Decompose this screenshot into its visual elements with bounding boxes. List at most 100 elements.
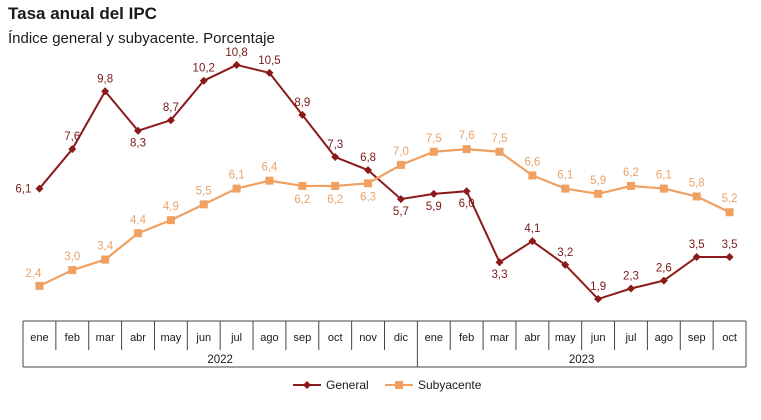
data-label-general: 5,9 [426, 201, 442, 213]
data-label-subyacente: 7,5 [426, 133, 442, 145]
x-tick-label: may [555, 332, 576, 344]
data-label-general: 10,8 [225, 47, 247, 59]
data-point-general [429, 189, 438, 198]
data-point-subyacente [626, 181, 635, 190]
legend-label-general: General [326, 378, 369, 392]
x-tick-label: jul [230, 332, 242, 344]
data-point-general [692, 252, 701, 261]
data-point-general [134, 126, 143, 135]
data-label-general: 7,3 [327, 139, 343, 151]
data-label-general: 3,3 [492, 269, 508, 281]
data-label-subyacente: 5,5 [196, 185, 212, 197]
series-line-general [38, 63, 730, 301]
data-point-subyacente [68, 266, 77, 275]
chart-title: Tasa anual del IPC [8, 4, 157, 23]
data-label-subyacente: 6,2 [327, 194, 343, 206]
data-label-general: 8,3 [130, 138, 146, 150]
data-point-subyacente [35, 281, 44, 290]
data-label-subyacente: 4,9 [163, 201, 179, 213]
data-label-general: 8,9 [294, 97, 310, 109]
data-point-general [298, 110, 307, 119]
data-point-subyacente [561, 184, 570, 193]
x-tick-label: mar [490, 332, 509, 344]
data-point-subyacente [364, 179, 373, 188]
data-label-general: 3,5 [689, 239, 705, 251]
data-label-subyacente: 7,0 [393, 146, 409, 158]
data-point-general [364, 166, 373, 175]
data-label-subyacente: 3,0 [64, 251, 80, 263]
data-point-subyacente [659, 184, 668, 193]
data-label-subyacente: 5,2 [722, 193, 738, 205]
data-point-general [725, 252, 734, 261]
data-point-subyacente [396, 160, 405, 169]
data-label-subyacente: 6,2 [294, 194, 310, 206]
data-label-subyacente: 6,1 [229, 170, 245, 182]
data-point-general [396, 195, 405, 204]
x-tick-label: feb [65, 332, 80, 344]
data-label-general: 7,6 [64, 131, 80, 143]
data-point-subyacente [692, 192, 701, 201]
data-label-subyacente: 5,9 [590, 175, 606, 187]
data-label-subyacente: 6,1 [557, 170, 573, 182]
legend-label-subyacente: Subyacente [418, 378, 482, 392]
x-tick-label: jun [195, 332, 211, 344]
data-label-general: 1,9 [590, 281, 606, 293]
year-label: 2023 [569, 354, 595, 366]
data-label-general: 2,6 [656, 263, 672, 275]
data-label-subyacente: 3,4 [97, 241, 114, 253]
x-tick-label: dic [394, 332, 409, 344]
data-point-general [331, 153, 340, 162]
data-label-subyacente: 2,4 [25, 268, 42, 280]
data-label-general: 6,8 [360, 152, 376, 164]
x-tick-label: oct [722, 332, 737, 344]
data-label-subyacente: 7,6 [459, 130, 475, 142]
data-label-general: 9,8 [97, 73, 113, 85]
x-tick-label: oct [328, 332, 343, 344]
data-point-general [265, 68, 274, 77]
data-label-general: 3,2 [557, 247, 573, 259]
data-point-subyacente [166, 216, 175, 225]
data-label-subyacente: 6,2 [623, 167, 639, 179]
data-point-general [199, 76, 208, 85]
data-point-subyacente [232, 184, 241, 193]
data-point-subyacente [528, 171, 537, 180]
x-tick-label: abr [130, 332, 146, 344]
year-label: 2022 [207, 354, 233, 366]
data-point-general [659, 276, 668, 285]
data-label-general: 2,3 [623, 271, 639, 283]
data-point-subyacente [298, 181, 307, 190]
x-tick-label: abr [524, 332, 540, 344]
data-label-general: 6,1 [15, 184, 31, 196]
data-label-general: 3,5 [722, 239, 738, 251]
x-tick-label: ene [30, 332, 48, 344]
data-point-general [232, 60, 241, 69]
data-point-subyacente [331, 181, 340, 190]
data-label-general: 4,1 [524, 223, 540, 235]
x-tick-label: ago [260, 332, 278, 344]
data-point-general [495, 258, 504, 267]
data-label-subyacente: 5,8 [689, 177, 705, 189]
legend-marker-subyacente [395, 381, 403, 389]
data-point-general [528, 237, 537, 246]
data-label-subyacente: 7,5 [492, 133, 508, 145]
data-label-subyacente: 6,6 [524, 156, 540, 168]
data-label-subyacente: 6,4 [261, 162, 278, 174]
data-point-subyacente [495, 147, 504, 156]
data-point-general [101, 87, 110, 96]
x-tick-label: sep [688, 332, 706, 344]
data-point-general [166, 116, 175, 125]
x-tick-label: jun [590, 332, 606, 344]
data-point-subyacente [462, 145, 471, 154]
data-label-subyacente: 6,1 [656, 170, 672, 182]
data-point-subyacente [134, 229, 143, 238]
data-label-general: 8,7 [163, 102, 179, 114]
data-point-general [462, 187, 471, 196]
x-tick-label: sep [293, 332, 311, 344]
data-label-subyacente: 6,3 [360, 191, 376, 203]
x-tick-label: feb [459, 332, 474, 344]
x-tick-label: jul [624, 332, 636, 344]
data-point-general [626, 284, 635, 293]
data-point-general [561, 260, 570, 269]
data-label-subyacente: 4,4 [130, 214, 147, 226]
